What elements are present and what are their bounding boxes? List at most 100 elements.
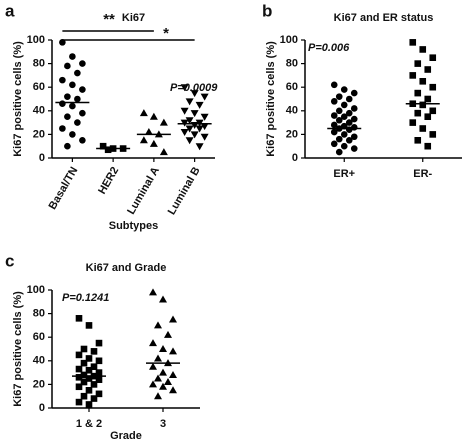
dot — [80, 359, 88, 367]
dot — [419, 125, 427, 132]
dot — [330, 140, 338, 148]
dot — [85, 387, 93, 394]
dot — [64, 113, 71, 120]
y-tick-label: 40 — [33, 105, 45, 117]
dot — [104, 146, 112, 154]
dot — [409, 119, 417, 126]
dot — [350, 89, 358, 97]
dot — [64, 93, 71, 100]
dot — [169, 386, 177, 394]
dot — [185, 125, 194, 133]
dot — [414, 109, 422, 117]
dot — [79, 60, 86, 67]
dot — [350, 115, 358, 123]
dot — [149, 362, 157, 370]
dot — [190, 131, 199, 139]
dot — [85, 366, 93, 374]
dot — [74, 119, 81, 126]
dot — [340, 131, 348, 138]
dot — [159, 295, 167, 303]
dot — [59, 125, 66, 132]
dot — [99, 142, 107, 150]
dot — [409, 39, 417, 46]
dot — [80, 392, 88, 400]
dot — [424, 142, 432, 150]
dot — [69, 131, 76, 138]
y-axis-label: Ki67 positive cells (%) — [12, 41, 24, 157]
dot — [169, 347, 177, 355]
y-tick-label: 100 — [27, 284, 45, 296]
dot — [330, 112, 338, 119]
dot — [195, 101, 204, 109]
y-tick-label: 0 — [39, 152, 45, 164]
dot — [95, 369, 103, 376]
dot — [190, 110, 199, 118]
dot — [149, 380, 157, 388]
dot — [350, 145, 358, 152]
dot — [350, 133, 358, 141]
dot — [200, 133, 209, 141]
dot — [85, 355, 93, 362]
dot — [75, 383, 83, 391]
chart-title: Ki67 — [122, 12, 145, 24]
x-tick-label: 1 & 2 — [76, 418, 102, 430]
y-axis-label: Ki67 positive cells (%) — [265, 41, 277, 157]
x-tick-label: Basal/TN — [47, 165, 81, 212]
x-tick-label: ER+ — [333, 168, 355, 180]
dot — [149, 112, 158, 120]
dot — [69, 53, 76, 60]
dot — [69, 81, 76, 89]
p-value: P=0.1241 — [62, 292, 109, 304]
dot — [149, 288, 157, 296]
dot — [79, 137, 86, 144]
dot — [149, 339, 157, 347]
dot — [419, 101, 427, 109]
dot — [424, 66, 432, 73]
dot — [154, 392, 162, 400]
dot — [74, 69, 81, 77]
dot — [75, 315, 83, 322]
dot — [330, 98, 338, 105]
dot — [79, 86, 86, 93]
panel-label: b — [262, 1, 272, 20]
y-tick-label: 0 — [292, 152, 298, 164]
dot — [419, 78, 427, 85]
dot — [335, 93, 343, 100]
x-tick-label: 3 — [160, 418, 166, 430]
y-tick-label: 80 — [33, 308, 45, 320]
x-tick-label: HER2 — [96, 165, 121, 196]
dot — [185, 117, 194, 125]
dot — [340, 113, 348, 120]
significance-label: * — [163, 25, 169, 42]
dot — [330, 121, 338, 129]
dot — [59, 100, 66, 108]
dot — [85, 322, 93, 329]
dot — [139, 109, 148, 117]
dot — [80, 371, 88, 379]
dot — [429, 83, 437, 91]
y-tick-label: 20 — [286, 128, 298, 140]
chart-title: Ki67 and ER status — [334, 12, 434, 24]
dot — [330, 81, 338, 89]
dot — [200, 123, 209, 131]
dot — [80, 378, 88, 386]
dot — [154, 321, 162, 329]
dot — [154, 354, 162, 362]
dot — [345, 95, 353, 103]
dot — [424, 95, 432, 103]
dot — [79, 109, 86, 117]
dot — [149, 139, 158, 147]
dot — [64, 142, 71, 150]
dot — [95, 357, 103, 365]
y-tick-label: 100 — [280, 34, 298, 46]
dot — [159, 345, 167, 352]
dot — [429, 131, 437, 138]
dot — [335, 135, 343, 143]
y-tick-label: 40 — [286, 105, 298, 117]
dot — [95, 390, 103, 398]
y-tick-label: 40 — [33, 355, 45, 367]
dot — [200, 93, 209, 101]
dot — [345, 137, 353, 144]
dot — [169, 315, 177, 323]
